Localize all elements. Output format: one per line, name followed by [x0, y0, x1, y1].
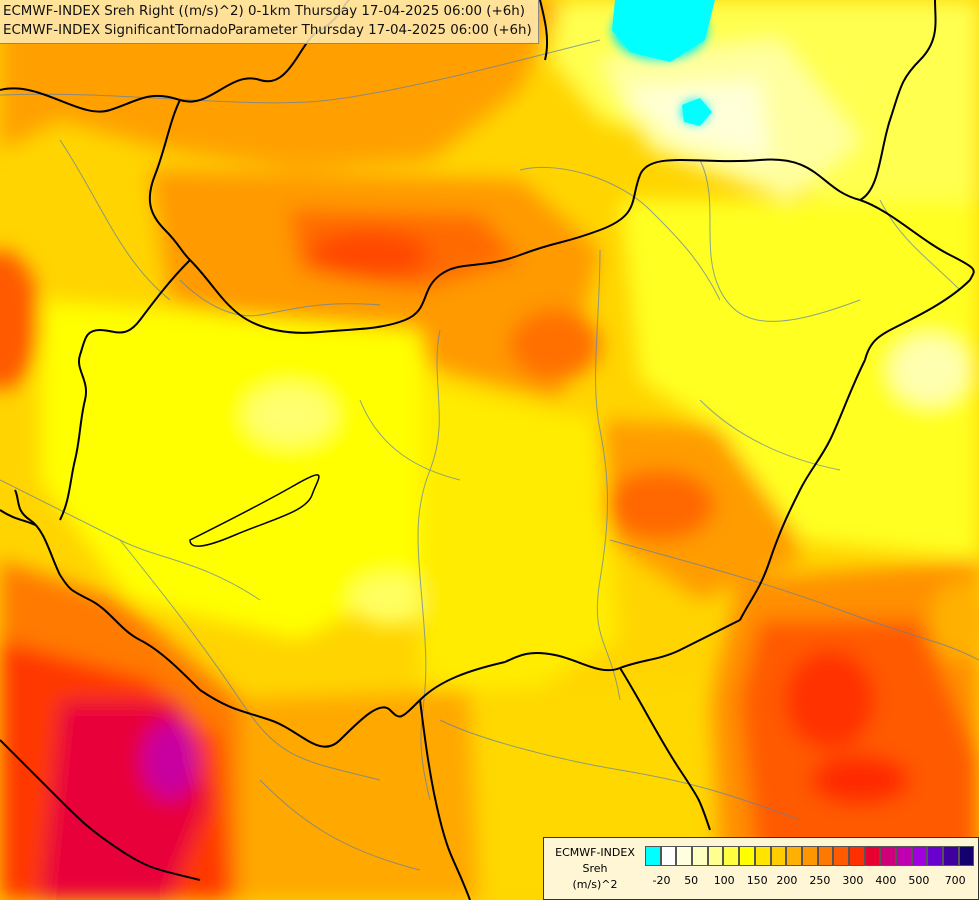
legend-ticks: -20 50 100 150 200 250 300 400 500 700 [645, 874, 975, 890]
legend-tick-label: 200 [776, 874, 798, 887]
legend-swatch [864, 846, 881, 866]
legend-swatch [754, 846, 771, 866]
legend-tick-label: 500 [908, 874, 930, 887]
legend-tick-label: 300 [842, 874, 864, 887]
legend-tick-label: 250 [809, 874, 831, 887]
legend-swatch [786, 846, 802, 866]
legend-swatch [927, 846, 944, 866]
lake-balaton [189, 474, 320, 547]
legend-swatch [943, 846, 959, 866]
legend-swatches [645, 846, 975, 866]
legend-tick-label: -20 [652, 874, 671, 887]
legend-swatch [723, 846, 740, 866]
colorbar-legend: ECMWF-INDEX Sreh (m/s)^2 -20 50 100 150 200 2… [543, 837, 979, 900]
legend-swatch [692, 846, 708, 866]
legend-title-line-3: (m/s)^2 [572, 878, 618, 891]
legend-tick-label: 700 [944, 874, 966, 887]
legend-title-line-2: Sreh [582, 862, 608, 875]
legend-tick-label: 50 [684, 874, 699, 887]
legend-swatch [801, 846, 818, 866]
legend-swatch [817, 846, 834, 866]
map-title-box: ECMWF-INDEX Sreh Right ((m/s)^2) 0-1km T… [0, 0, 539, 44]
legend-swatch [833, 846, 849, 866]
legend-tick-label: 150 [746, 874, 768, 887]
legend-title-line-1: ECMWF-INDEX [555, 846, 635, 859]
legend-swatch [958, 846, 975, 866]
legend-swatch [676, 846, 693, 866]
title-line-1: ECMWF-INDEX Sreh Right ((m/s)^2) 0-1km T… [3, 4, 525, 19]
legend-swatch [707, 846, 724, 866]
legend-swatch [645, 846, 661, 866]
legend-tick-label: 400 [875, 874, 897, 887]
legend-swatch [739, 846, 755, 866]
legend-title: ECMWF-INDEX Sreh (m/s)^2 [549, 845, 641, 893]
legend-swatch [848, 846, 865, 866]
legend-swatch [911, 846, 928, 866]
title-line-2: ECMWF-INDEX SignificantTornadoParameter … [3, 23, 532, 38]
legend-swatch [660, 846, 677, 866]
legend-swatch [770, 846, 787, 866]
legend-tick-label: 100 [713, 874, 735, 887]
legend-swatch [896, 846, 912, 866]
legend-swatch [880, 846, 896, 866]
